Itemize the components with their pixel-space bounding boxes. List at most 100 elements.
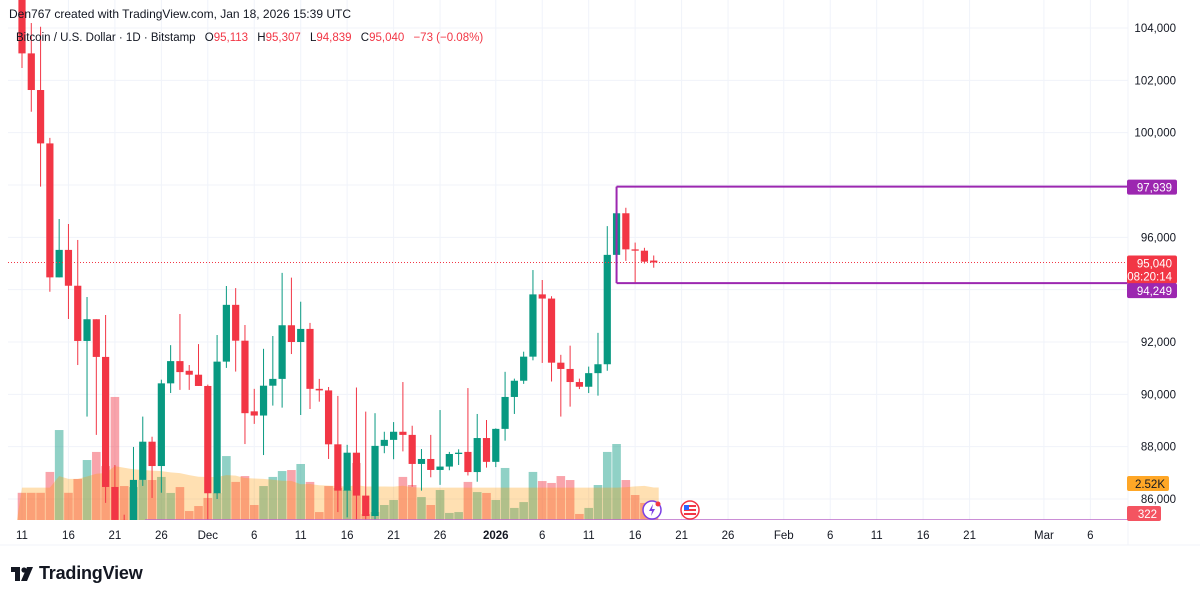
volume-bar <box>305 481 315 520</box>
symbol-title[interactable]: Bitcoin / U.S. Dollar · 1D · Bitstamp <box>16 32 196 44</box>
price-tick-label: 90,000 <box>1141 389 1176 401</box>
volume-bar <box>500 467 510 520</box>
time-tick-label: Feb <box>774 530 794 542</box>
time-tick-label: 21 <box>963 530 976 542</box>
candle-body <box>148 441 156 467</box>
candle-body <box>455 452 463 454</box>
volume-ma-tag-text: 2.52K <box>1135 479 1165 491</box>
volume-bar <box>138 480 148 520</box>
price-tick-label: 100,000 <box>1134 128 1176 140</box>
volume-bar <box>454 512 463 520</box>
volume-bar <box>426 505 436 520</box>
candle-body <box>259 385 268 416</box>
candle-body <box>204 385 212 494</box>
candle-body <box>185 370 193 375</box>
time-tick-label: 16 <box>917 530 930 542</box>
candle-body <box>92 319 100 357</box>
volume-bar <box>547 482 556 520</box>
volume-bar <box>54 430 64 520</box>
range-high-tag-text: 97,939 <box>1137 183 1172 195</box>
candle-body <box>102 356 110 487</box>
volume-bar <box>287 470 296 520</box>
volume-bar <box>231 481 240 520</box>
candle-body <box>427 458 435 470</box>
candle-body <box>111 486 119 520</box>
candle-body <box>46 143 54 278</box>
candle-body <box>194 374 203 386</box>
volume-bar <box>528 471 538 520</box>
price-tick-label: 102,000 <box>1134 75 1176 87</box>
time-axis[interactable]: 11 16 21 26 Dec 6 11 16 21 26 2026 6 11 16 21 26 Feb 6 11 1… <box>0 530 1200 546</box>
time-tick-label: 6 <box>1087 530 1093 542</box>
volume-bar <box>73 478 83 520</box>
volume-bar <box>92 451 101 520</box>
candle-body <box>55 249 63 278</box>
volume-bar <box>510 507 519 520</box>
candle-body <box>603 254 611 365</box>
volume-bar <box>482 492 491 520</box>
time-tick-label: 21 <box>675 530 688 542</box>
close-label: C <box>360 32 370 44</box>
candle-body <box>408 434 416 464</box>
time-tick-label: 2026 <box>483 530 509 542</box>
candle-body <box>36 90 45 144</box>
volume-bar <box>593 485 603 520</box>
time-tick-label: 21 <box>109 530 122 542</box>
close-value: 95,040 <box>369 32 405 44</box>
us-flag-icon[interactable] <box>680 500 700 520</box>
candle-body <box>27 53 35 91</box>
volume-bar <box>184 511 194 520</box>
candle-body <box>250 411 258 416</box>
candle-body <box>129 479 138 520</box>
low-value: 94,839 <box>316 32 352 44</box>
volume-bar <box>166 492 175 520</box>
lightning-icon[interactable] <box>642 500 662 520</box>
volume-bar <box>537 481 547 520</box>
brand-name: TradingView <box>39 563 143 583</box>
plot-area[interactable] <box>8 0 1128 541</box>
candle-body <box>445 453 453 467</box>
candle-body <box>520 356 528 381</box>
open-value: 95,113 <box>213 32 249 44</box>
volume-bar <box>64 492 73 520</box>
volume-bar <box>324 486 333 520</box>
volume-bar <box>240 476 250 520</box>
candle-body <box>501 396 509 429</box>
candle-body <box>18 0 26 54</box>
volume-bar <box>222 456 231 520</box>
range-lines[interactable] <box>8 185 1128 520</box>
volume-tag-text: 322 <box>1138 509 1157 521</box>
candle-body <box>436 466 444 470</box>
volume-bar <box>389 500 398 520</box>
range-low-tag-text: 94,249 <box>1137 286 1172 298</box>
price-axis[interactable]: 104,000 102,000 100,000 96,000 92,000 90,000 8… <box>1127 0 1177 545</box>
volume-bar <box>584 507 593 520</box>
candle-body <box>417 458 426 464</box>
volume-bar <box>621 480 631 520</box>
candle-body <box>315 388 323 391</box>
candle-body <box>334 444 342 491</box>
time-tick-label: 26 <box>434 530 447 542</box>
time-tick-label: Mar <box>1034 530 1054 542</box>
last-price-tag <box>1127 255 1177 284</box>
high-label: H <box>257 32 266 44</box>
candle-body <box>306 328 314 389</box>
candle-body <box>473 438 481 473</box>
volume-bar <box>82 460 92 520</box>
candle-body <box>278 325 286 379</box>
candle-body <box>241 340 249 414</box>
candle-body <box>139 441 147 480</box>
symbol-legend: Bitcoin / U.S. Dollar · 1D · Bitstamp O9… <box>16 32 483 44</box>
volume-bar <box>249 505 259 520</box>
time-tick-label: 6 <box>539 530 545 542</box>
candle-body <box>399 431 407 435</box>
volume-bar <box>630 495 640 520</box>
candle-body <box>269 378 277 386</box>
time-tick-label: 26 <box>155 530 168 542</box>
last-price-tag-text: 95,040 <box>1137 258 1172 270</box>
volume-bar <box>472 492 482 520</box>
tradingview-logo[interactable]: TradingView <box>11 563 143 584</box>
time-tick-label: 16 <box>341 530 354 542</box>
volume-bar <box>556 476 566 520</box>
